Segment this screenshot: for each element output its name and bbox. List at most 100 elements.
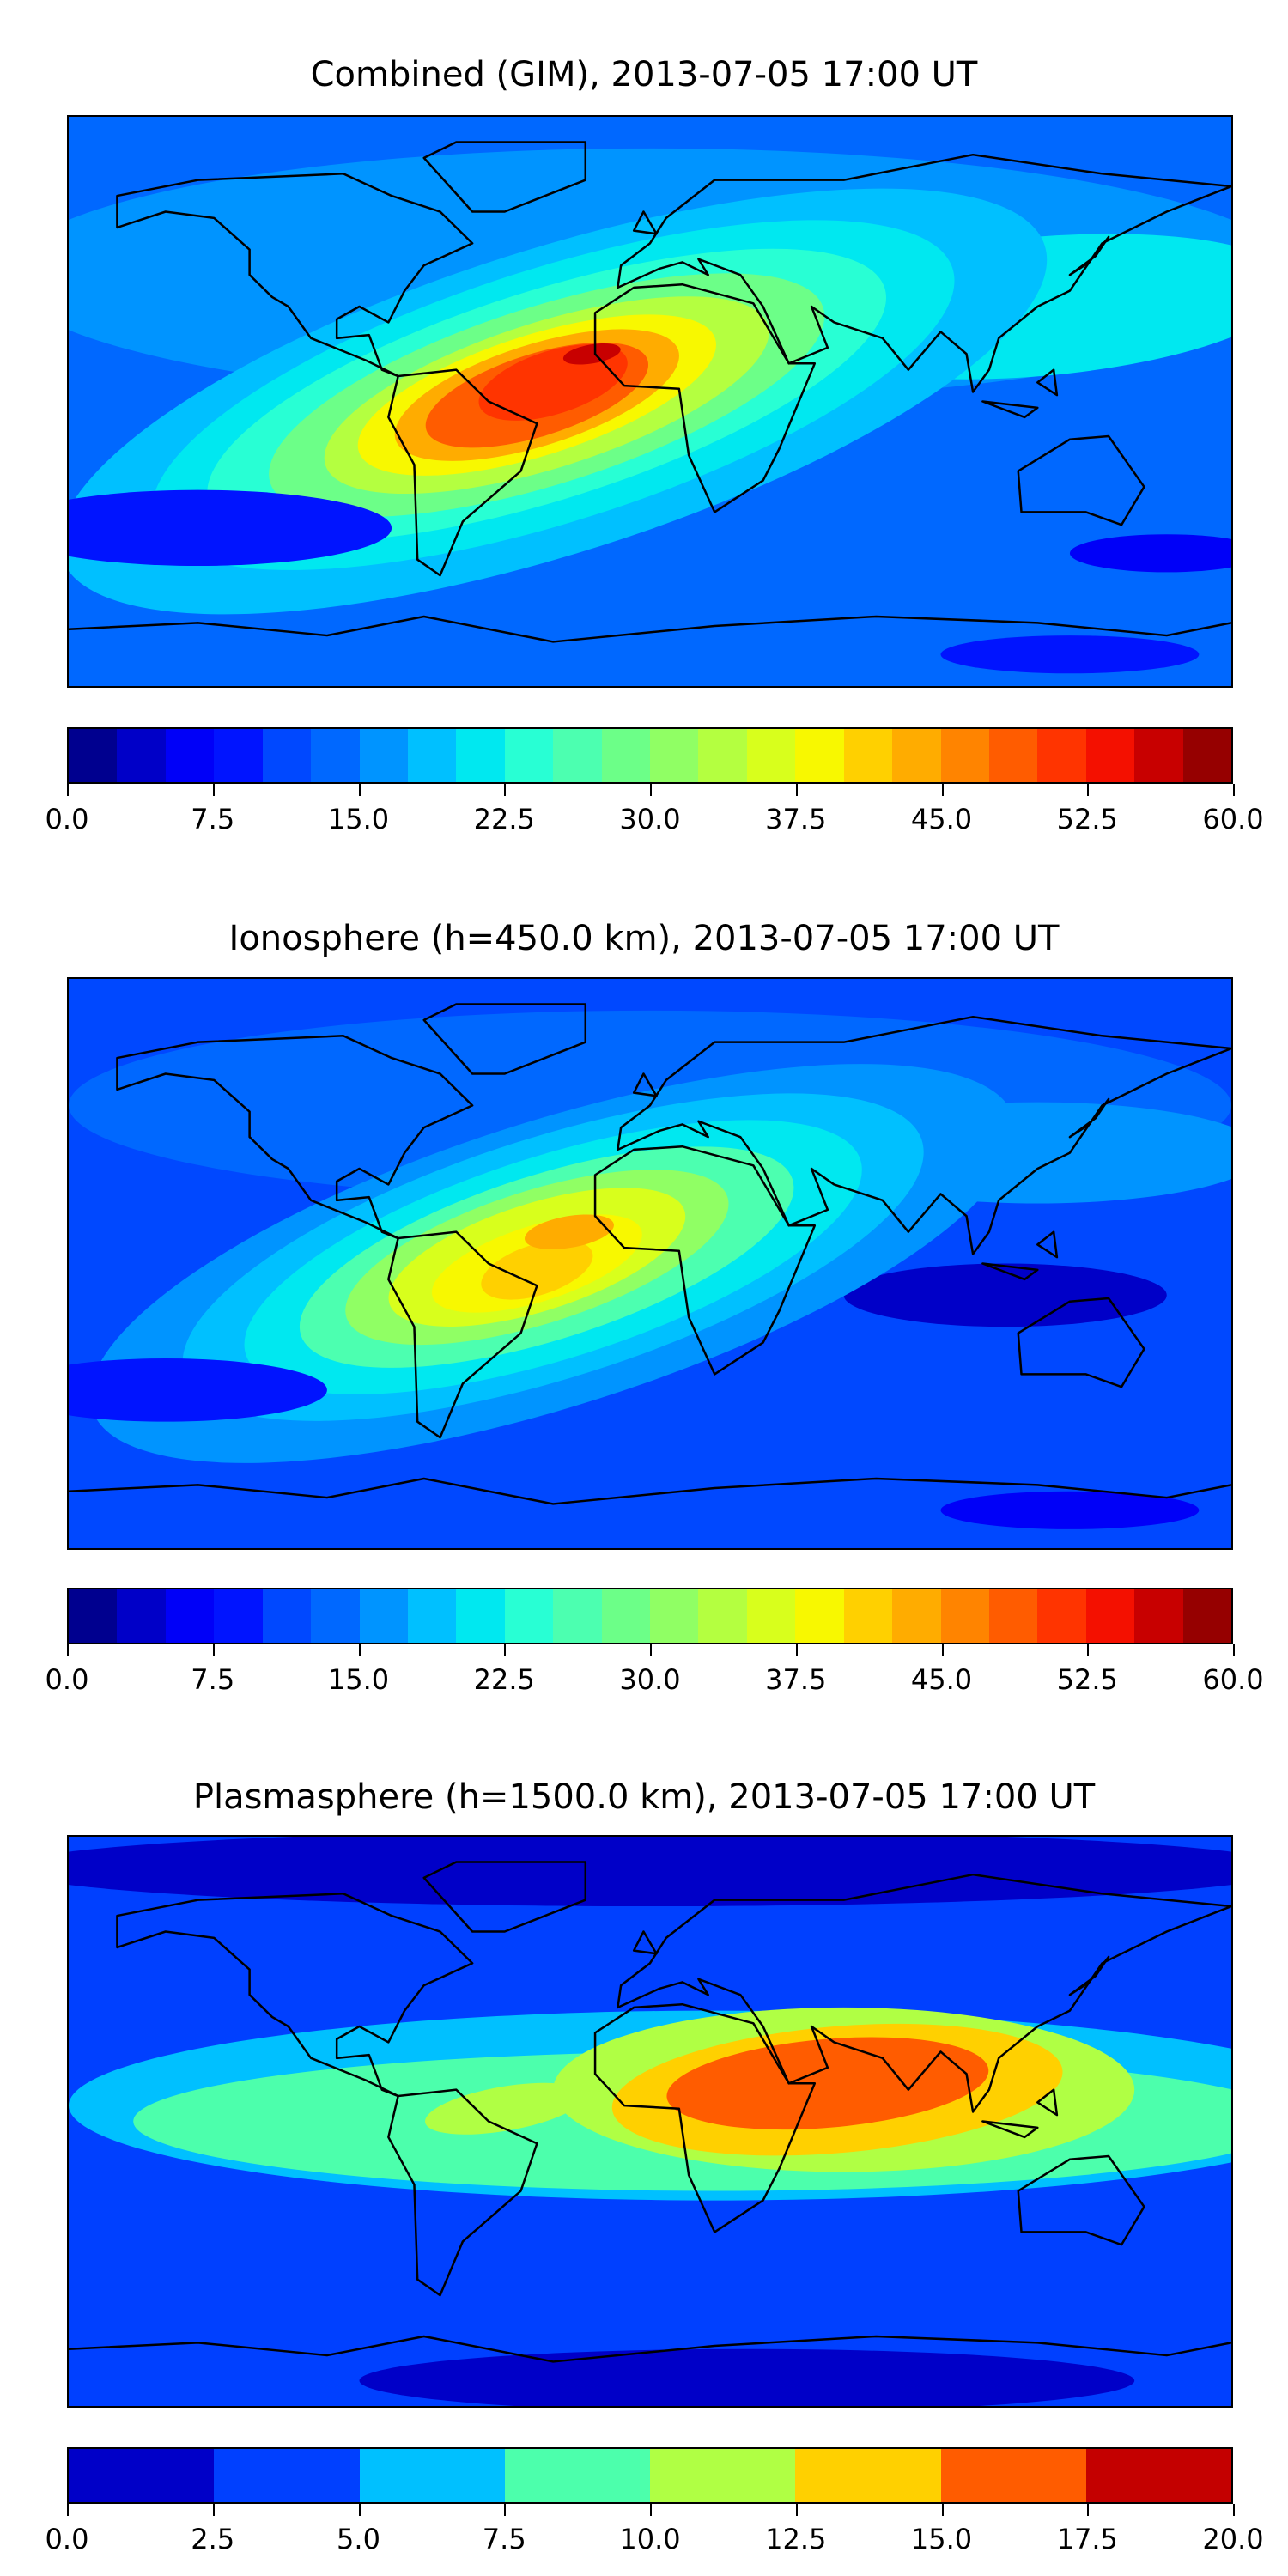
colorbar-tick-label: 60.0 xyxy=(1202,1663,1264,1696)
contour-band xyxy=(940,635,1200,674)
colorbar-tick xyxy=(1233,1644,1235,1656)
coastline xyxy=(634,1074,656,1097)
coastline xyxy=(982,2122,1037,2137)
coastline xyxy=(634,1932,656,1954)
colorbar-segment xyxy=(1182,729,1232,782)
colorbar-segment xyxy=(650,729,699,782)
colorbar-segment xyxy=(117,729,166,782)
colorbar-ticks-combined: 0.0 7.5 15.0 22.5 30.0 37.5 45.0 52.5 60.0 xyxy=(46,784,1264,844)
coastline xyxy=(1018,436,1145,525)
colorbar-segment xyxy=(553,1589,602,1643)
colorbar-segment xyxy=(407,729,457,782)
coastline xyxy=(1037,1232,1057,1257)
colorbar-tick xyxy=(212,2504,215,2516)
colorbar-segment xyxy=(1085,729,1135,782)
colorbar-segment xyxy=(892,729,941,782)
coastline xyxy=(69,1479,1231,1504)
colorbar-segment xyxy=(262,1589,312,1643)
colorbar-segment xyxy=(456,1589,505,1643)
colorbar-segment xyxy=(989,1589,1038,1643)
colorbar-segment xyxy=(165,729,215,782)
coastline xyxy=(1037,2090,1057,2115)
colorbar-tick-label: 37.5 xyxy=(765,803,827,835)
coastline xyxy=(69,2336,1231,2361)
colorbar-tick-label: 52.5 xyxy=(1056,803,1118,835)
colorbar-segment xyxy=(1134,1589,1183,1643)
colorbar-tick-label: 37.5 xyxy=(765,1663,827,1696)
map-ionosphere xyxy=(67,977,1233,1550)
coastline xyxy=(388,2090,537,2295)
coastline xyxy=(388,1232,537,1437)
colorbar-tick-label: 15.0 xyxy=(327,803,390,835)
colorbar-tick xyxy=(1087,784,1090,796)
coastline xyxy=(1018,1298,1145,1387)
colorbar-tick xyxy=(358,784,361,796)
colorbar-combined xyxy=(67,727,1233,784)
colorbar-tick-label: 5.0 xyxy=(337,2523,380,2555)
contour-band xyxy=(69,489,392,567)
panel-title-plasmasphere: Plasmasphere (h=1500.0 km), 2013-07-05 1… xyxy=(192,1777,1096,1817)
colorbar-tick xyxy=(1233,2504,1235,2516)
colorbar-segment xyxy=(117,1589,166,1643)
coastline xyxy=(1070,1099,1109,1137)
colorbar-segment xyxy=(843,729,893,782)
colorbar-segment xyxy=(311,729,360,782)
colorbar-segment xyxy=(601,729,651,782)
colorbar-segment xyxy=(69,729,118,782)
colorbar-tick xyxy=(504,784,507,796)
colorbar-plasmasphere xyxy=(67,2447,1233,2504)
colorbar-tick xyxy=(941,2504,944,2516)
coastline xyxy=(388,370,537,575)
coastline xyxy=(982,1264,1037,1279)
colorbar-tick-label: 0.0 xyxy=(45,803,89,835)
coastline xyxy=(595,1146,815,1374)
coastline xyxy=(1070,1957,1109,1995)
colorbar-tick-label: 10.0 xyxy=(619,2523,681,2555)
colorbar-segment xyxy=(504,2449,650,2502)
colorbar-ionosphere xyxy=(67,1588,1233,1644)
colorbar-segment xyxy=(746,729,796,782)
colorbar-segment xyxy=(262,729,312,782)
coastline xyxy=(424,1004,586,1073)
colorbar-tick-label: 60.0 xyxy=(1202,803,1264,835)
colorbar-tick xyxy=(504,2504,507,2516)
coastline xyxy=(1070,237,1109,275)
colorbar-ticks-plasmasphere: 0.0 2.5 5.0 7.5 10.0 12.5 15.0 17.5 20.0 xyxy=(46,2504,1264,2564)
colorbar-segment xyxy=(456,729,505,782)
contour-band xyxy=(1069,534,1231,573)
coastline xyxy=(617,155,1231,392)
contour-band xyxy=(562,343,621,365)
colorbar-segment xyxy=(1085,2449,1231,2502)
colorbar-segment xyxy=(746,1589,796,1643)
colorbar-ticks-ionosphere: 0.0 7.5 15.0 22.5 30.0 37.5 45.0 52.5 60.0 xyxy=(46,1644,1264,1704)
contour-band xyxy=(843,1263,1167,1327)
colorbar-tick xyxy=(650,1644,652,1656)
colorbar-tick xyxy=(795,784,798,796)
map-svg xyxy=(69,979,1231,1548)
contour-band xyxy=(425,2082,585,2135)
colorbar-tick-label: 12.5 xyxy=(765,2523,827,2555)
coastline xyxy=(424,142,586,211)
colorbar-segment xyxy=(1134,729,1183,782)
colorbar-segment xyxy=(1037,1589,1086,1643)
coastline xyxy=(595,2004,815,2232)
colorbar-tick xyxy=(358,1644,361,1656)
colorbar-segment xyxy=(698,729,747,782)
coastline xyxy=(617,1874,1231,2111)
colorbar-segment xyxy=(650,2449,796,2502)
map-svg xyxy=(69,1837,1231,2406)
colorbar-tick-label: 52.5 xyxy=(1056,1663,1118,1696)
colorbar-segment xyxy=(650,1589,699,1643)
panel-title-combined: Combined (GIM), 2013-07-05 17:00 UT xyxy=(310,55,978,94)
colorbar-segment xyxy=(795,729,844,782)
colorbar-segment xyxy=(698,1589,747,1643)
colorbar-tick-label: 7.5 xyxy=(482,2523,526,2555)
colorbar-segment xyxy=(601,1589,651,1643)
coastline xyxy=(117,1036,472,1238)
colorbar-segment xyxy=(69,2449,215,2502)
colorbar-tick xyxy=(504,1644,507,1656)
colorbar-segment xyxy=(407,1589,457,1643)
coastline xyxy=(617,1017,1231,1254)
contour-band xyxy=(940,1491,1200,1529)
contour-band xyxy=(525,1214,614,1249)
